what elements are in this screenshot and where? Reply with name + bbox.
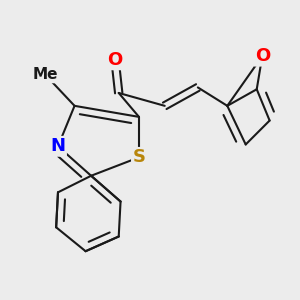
Text: S: S: [133, 148, 146, 166]
Text: O: O: [255, 47, 270, 65]
Text: N: N: [50, 137, 65, 155]
Text: O: O: [107, 51, 123, 69]
Text: Me: Me: [32, 67, 58, 82]
